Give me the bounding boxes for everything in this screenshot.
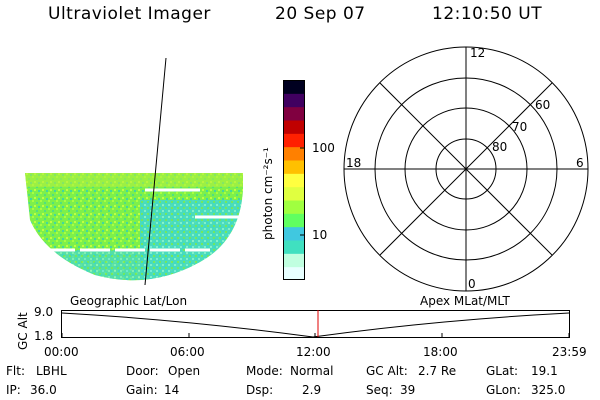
colorbar-band (283, 120, 305, 134)
time-tick: 12:00 (296, 345, 331, 359)
colorbar-tick-10: 10 (312, 228, 328, 242)
colorbar-band (283, 80, 305, 94)
glat-label: GLat: (486, 364, 519, 378)
meridian-line (144, 57, 167, 286)
colorbar-band (283, 266, 305, 280)
altitude-ylabel: GC Alt (16, 312, 30, 350)
colorbar-band (283, 106, 305, 121)
colorbar-band (283, 213, 305, 228)
dsp-label: Dsp: (246, 383, 274, 397)
colorbar-band (283, 200, 305, 214)
colorbar-tick-100: 100 (312, 141, 335, 155)
mlt-label-0: 0 (468, 277, 476, 291)
altitude-curve (61, 312, 570, 338)
gain-label: Gain: (126, 383, 158, 397)
time-tick: 00:00 (44, 345, 79, 359)
date-label: 20 Sep 07 (275, 4, 366, 24)
gcalt-label: GC Alt: (366, 364, 408, 378)
glat-value: 19.1 (531, 364, 558, 378)
polar-panel-label: Apex MLat/MLT (420, 294, 510, 308)
ip-value: 36.0 (30, 383, 57, 397)
gain-value: 14 (164, 383, 180, 397)
mlt-label-6: 6 (576, 156, 584, 170)
altitude-plot (61, 310, 570, 338)
door-value: Open (168, 364, 201, 378)
seq-label: Seq: (366, 383, 393, 397)
instrument-title: Ultraviolet Imager (48, 4, 211, 24)
geo-image-panel (25, 57, 243, 286)
mode-label: Mode: (246, 364, 283, 378)
geo-panel-label: Geographic Lat/Lon (70, 294, 188, 308)
colorbar-band (283, 146, 305, 161)
glon-value: 325.0 (531, 383, 566, 397)
colorbar-band (283, 186, 305, 201)
filter-value: LBHL (36, 364, 67, 378)
lat-label-80: 80 (492, 140, 508, 154)
time-tick: 18:00 (423, 345, 458, 359)
dsp-value: 2.9 (302, 383, 322, 397)
lat-label-70: 70 (512, 120, 528, 134)
colorbar (283, 80, 305, 280)
seq-value: 39 (400, 383, 416, 397)
ip-label: IP: (6, 383, 21, 397)
colorbar-band (283, 160, 305, 174)
door-label: Door: (126, 364, 159, 378)
polar-plot (343, 46, 589, 292)
colorbar-band (283, 173, 305, 188)
glon-label: GLon: (486, 383, 521, 397)
time-tick: 06:00 (170, 345, 205, 359)
altitude-ytick-top: 9.0 (34, 305, 54, 319)
colorbar-unit-label: photon cm⁻²s⁻¹ (261, 147, 275, 240)
time-tick: 23:59 (552, 345, 587, 359)
time-label: 12:10:50 UT (432, 4, 543, 24)
gcalt-value: 2.7 Re (418, 364, 457, 378)
colorbar-band (283, 133, 305, 148)
colorbar-band (283, 93, 305, 108)
altitude-ytick-bottom: 1.8 (34, 329, 54, 343)
filter-label: Flt: (6, 364, 25, 378)
colorbar-band (283, 253, 305, 268)
mlt-diagonal (379, 82, 553, 256)
lat-label-60: 60 (535, 98, 551, 112)
colorbar-band (283, 226, 305, 241)
colorbar-band (283, 240, 305, 254)
mode-value: Normal (290, 364, 334, 378)
mlt-label-12: 12 (470, 46, 486, 60)
mlt-label-18: 18 (346, 156, 362, 170)
